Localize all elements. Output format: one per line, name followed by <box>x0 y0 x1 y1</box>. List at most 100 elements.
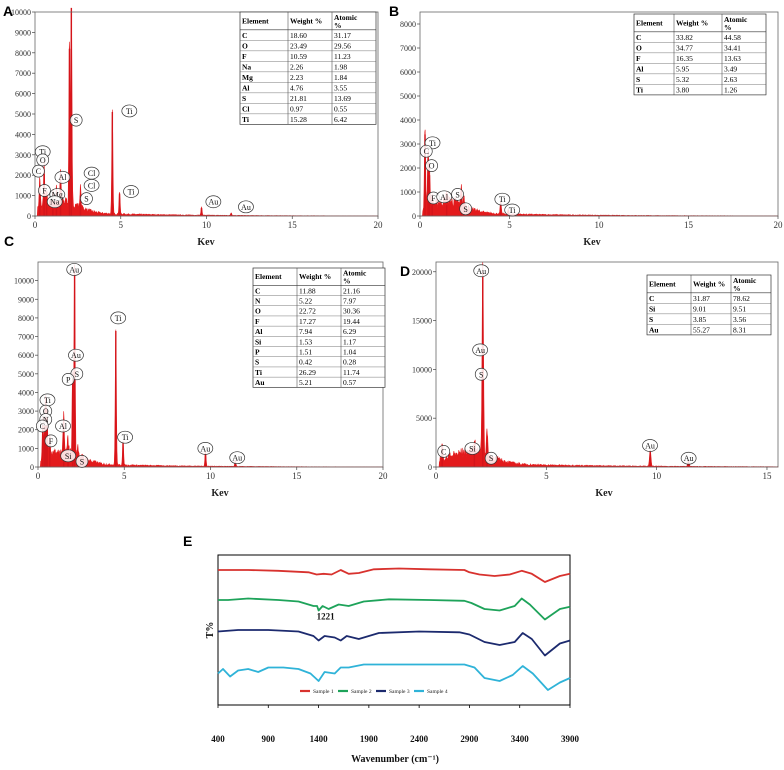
peak-label-circle <box>473 264 490 278</box>
y-tick-label: 5000 <box>15 110 31 119</box>
peak-label: C <box>424 147 429 156</box>
table-cell: 3.85 <box>693 315 706 324</box>
panel-letter: D <box>400 263 410 279</box>
y-tick-label: 20000 <box>412 268 432 277</box>
table-cell: 2.26 <box>290 63 303 72</box>
x-tick-label: 5 <box>119 220 124 230</box>
peak-label-circle <box>484 451 498 465</box>
peak-label: C <box>441 447 446 456</box>
table-header: Element <box>636 19 663 28</box>
x-tick-label: 5 <box>544 471 549 481</box>
peak-label: Ti <box>499 195 507 204</box>
table-cell: 1.17 <box>343 337 356 346</box>
table-cell: 18.60 <box>290 31 307 40</box>
table-border <box>239 11 377 125</box>
x-tick-label: 10 <box>206 471 216 481</box>
y-tick-label: 0 <box>428 463 432 472</box>
peak-label-circle <box>229 451 246 465</box>
x-tick-label: 1900 <box>360 734 379 744</box>
table-cell: 6.29 <box>343 327 356 336</box>
x-tick-label: 3400 <box>511 734 530 744</box>
peak-label: S <box>463 205 467 214</box>
table-cell: 5.21 <box>299 378 312 387</box>
x-tick-label: 400 <box>211 734 225 744</box>
peak-label: Ti <box>122 433 130 442</box>
table-cell: 31.87 <box>693 294 710 303</box>
peak-label: Mg <box>52 191 63 200</box>
x-tick-label: 2400 <box>410 734 429 744</box>
table-cell: 1.84 <box>334 73 347 82</box>
table-header: Element <box>242 17 269 26</box>
peak-label: Au <box>645 442 655 451</box>
x-tick-label: 2900 <box>460 734 479 744</box>
table-cell: Ti <box>242 115 249 124</box>
peak-label-circle <box>61 373 75 386</box>
peak-label-circle <box>68 348 84 362</box>
table-cell: 1.04 <box>343 348 356 357</box>
table-cell: O <box>636 44 642 53</box>
y-tick-label: 7000 <box>18 333 34 342</box>
peak-label: Au <box>684 454 694 463</box>
x-tick-label: 15 <box>684 220 694 230</box>
peak-label: Ti <box>509 206 517 215</box>
y-tick-label: 3000 <box>400 140 416 149</box>
y-tick-label: 1000 <box>18 444 34 453</box>
peak-label: S <box>74 116 78 125</box>
table-cell: 8.31 <box>733 326 746 335</box>
table-header: % <box>733 284 741 293</box>
table-cell: Mg <box>242 73 253 82</box>
table-cell: O <box>242 42 248 51</box>
peak-label-circle <box>437 445 451 458</box>
table-cell: 5.22 <box>299 297 312 306</box>
peak-label-circle <box>642 439 658 452</box>
table-header: % <box>343 276 351 285</box>
table-cell: Na <box>242 63 251 72</box>
panel-letter: C <box>4 233 14 249</box>
table-cell: 4.76 <box>290 84 303 93</box>
eds-panel-c: C 0 5 10 15 20 0 1000 2000 3000 4000 5000 6000 7000 80… <box>4 233 388 499</box>
table-cell: Ti <box>255 368 262 377</box>
x-axis-label: Kev <box>583 237 600 248</box>
y-tick-label: 1000 <box>400 188 416 197</box>
table-cell: Al <box>242 84 250 93</box>
peak-label-circle <box>472 343 488 357</box>
peak-label-circle <box>419 144 433 158</box>
y-tick-label: 6000 <box>400 68 416 77</box>
peak-label: F <box>431 194 436 203</box>
table-cell: 3.56 <box>733 315 746 324</box>
x-tick-label: 5 <box>507 220 512 230</box>
peak-label-circle <box>110 311 127 325</box>
table-cell: 3.49 <box>724 65 737 74</box>
peak-label-circle <box>36 153 50 167</box>
x-tick-label: 15 <box>762 471 772 481</box>
table-cell: 3.80 <box>676 86 689 95</box>
panel-letter: B <box>389 3 399 19</box>
table-cell: 44.58 <box>724 33 741 42</box>
table-cell: 55.27 <box>693 326 710 335</box>
x-tick-label: 15 <box>288 220 298 230</box>
table-border <box>633 13 767 96</box>
table-cell: 5.95 <box>676 65 689 74</box>
peak-label: O <box>429 162 435 171</box>
x-axis-label: Kev <box>211 488 228 499</box>
y-tick-label: 4000 <box>15 130 31 139</box>
table-cell: 16.35 <box>676 54 693 63</box>
table-cell: 33.82 <box>676 33 693 42</box>
table-cell: 0.42 <box>299 358 312 367</box>
table-cell: 3.55 <box>334 84 347 93</box>
x-tick-label: 10 <box>595 220 605 230</box>
x-tick-label: 20 <box>374 220 384 230</box>
table-cell: Al <box>255 327 263 336</box>
series-line-sample-2 <box>218 597 571 621</box>
peak-label: Au <box>69 265 79 274</box>
table-cell: 15.28 <box>290 115 307 124</box>
peak-label: Si <box>65 452 72 461</box>
peak-label: Ti <box>126 107 134 116</box>
y-tick-label: 7000 <box>15 69 31 78</box>
y-tick-label: 15000 <box>412 317 432 326</box>
table-cell: Si <box>255 337 261 346</box>
table-cell: S <box>242 94 246 103</box>
y-tick-label: 2000 <box>18 426 34 435</box>
peak-label-circle <box>121 104 138 118</box>
table-cell: C <box>242 31 247 40</box>
